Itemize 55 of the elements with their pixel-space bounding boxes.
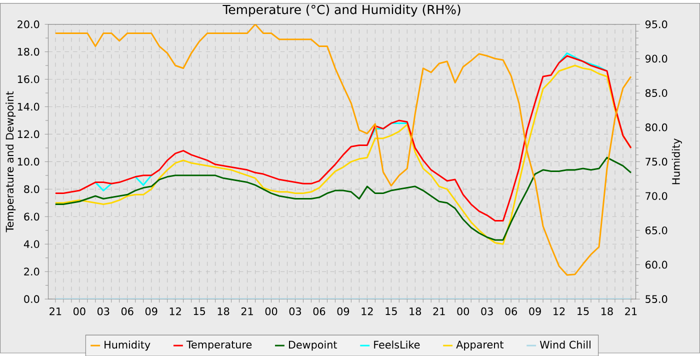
x-tick-label: 12 — [362, 307, 373, 315]
y2-tick-label: 90.0 — [645, 54, 668, 62]
y-tick-label: 20.0 — [18, 20, 40, 28]
line-series — [54, 54, 632, 222]
legend-label: Wind Chill — [540, 340, 590, 348]
x-tick-label: 12 — [170, 307, 181, 315]
legend-label: FeelsLike — [374, 340, 420, 348]
x-tick-label: 18 — [410, 307, 422, 316]
x-tick-label: 06 — [313, 307, 326, 316]
x-tick-label: 09 — [337, 307, 350, 316]
x-tick-label: 15 — [386, 307, 397, 315]
y-tick-label: 10.0 — [18, 158, 40, 166]
x-tick-label: 21 — [433, 307, 445, 315]
x-tick-label: 12 — [554, 307, 565, 315]
y-tick-label: 12.0 — [18, 130, 40, 138]
x-tick-label: 00 — [265, 307, 278, 316]
y-tick-label: 6.0 — [24, 212, 40, 220]
x-tick-label: 03 — [481, 307, 493, 316]
x-tick-label: 00 — [74, 307, 86, 316]
legend-label: Temperature — [186, 340, 252, 350]
legend-label: Humidity — [104, 340, 150, 350]
x-tick-label: 00 — [457, 307, 470, 316]
x-tick-label: 06 — [505, 307, 518, 316]
y2-tick-label: 70.0 — [646, 192, 668, 200]
legend-label: Apparent — [456, 340, 504, 350]
x-tick-label: 03 — [98, 307, 110, 316]
y2-tick-label: 85.0 — [645, 88, 668, 97]
y-tick-label: 0.0 — [24, 294, 40, 303]
y2-tick-label: 95.0 — [645, 20, 668, 28]
y-tick-label: 2.0 — [24, 268, 40, 276]
x-tick-label: 03 — [289, 307, 302, 316]
x-tick-label: 15 — [578, 307, 589, 315]
x-tick-label: 21 — [625, 307, 637, 315]
x-tick-label: 18 — [218, 307, 230, 316]
chart-title: Temperature (°C) and Humidity (RH%) — [222, 4, 460, 16]
y-axis-title: Temperature and Dewpoint — [6, 91, 16, 232]
x-tick-label: 15 — [194, 307, 206, 315]
y-tick-label: 18.0 — [18, 48, 40, 56]
y2-tick-label: 80.0 — [645, 123, 668, 132]
y-tick-label: 8.0 — [24, 185, 40, 193]
x-tick-label: 06 — [121, 307, 134, 316]
y2-tick-label: 65.0 — [646, 226, 668, 234]
y2-tick-label: 55.0 — [646, 294, 668, 303]
x-tick-label: 18 — [602, 307, 613, 316]
x-tick-label: 09 — [145, 307, 158, 316]
x-tick-label: 21 — [50, 307, 62, 315]
y2-tick-label: 75.0 — [646, 158, 668, 166]
y-tick-label: 14.0 — [18, 102, 40, 110]
x-tick-label: 09 — [529, 307, 541, 316]
legend-label: Dewpoint — [288, 340, 338, 350]
y-tick-label: 4.0 — [24, 240, 40, 248]
y-tick-label: 16.0 — [18, 75, 40, 84]
y2-axis-title: Humidity — [672, 138, 682, 184]
x-tick-label: 21 — [241, 307, 253, 315]
y2-tick-label: 60.0 — [646, 260, 668, 268]
